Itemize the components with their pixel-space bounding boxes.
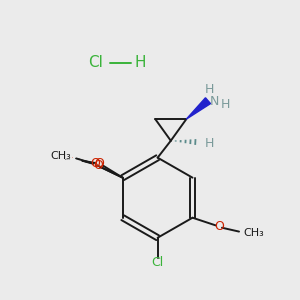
Text: H: H xyxy=(205,137,214,150)
Text: O: O xyxy=(94,157,104,170)
Text: H: H xyxy=(135,56,146,70)
Text: Cl: Cl xyxy=(152,256,164,269)
Text: O: O xyxy=(72,157,74,158)
Text: O: O xyxy=(93,159,103,172)
Text: O: O xyxy=(90,157,100,170)
Text: Cl: Cl xyxy=(88,56,103,70)
Text: OCH: OCH xyxy=(76,158,79,159)
Text: O: O xyxy=(214,220,224,233)
Text: methoxy: methoxy xyxy=(75,158,81,159)
Text: methoxy: methoxy xyxy=(65,159,72,160)
Text: CH₃: CH₃ xyxy=(51,151,72,161)
Text: H: H xyxy=(205,83,214,96)
Polygon shape xyxy=(186,98,211,119)
Text: N: N xyxy=(209,95,219,108)
Text: H: H xyxy=(220,98,230,111)
Text: CH₃: CH₃ xyxy=(244,228,264,238)
